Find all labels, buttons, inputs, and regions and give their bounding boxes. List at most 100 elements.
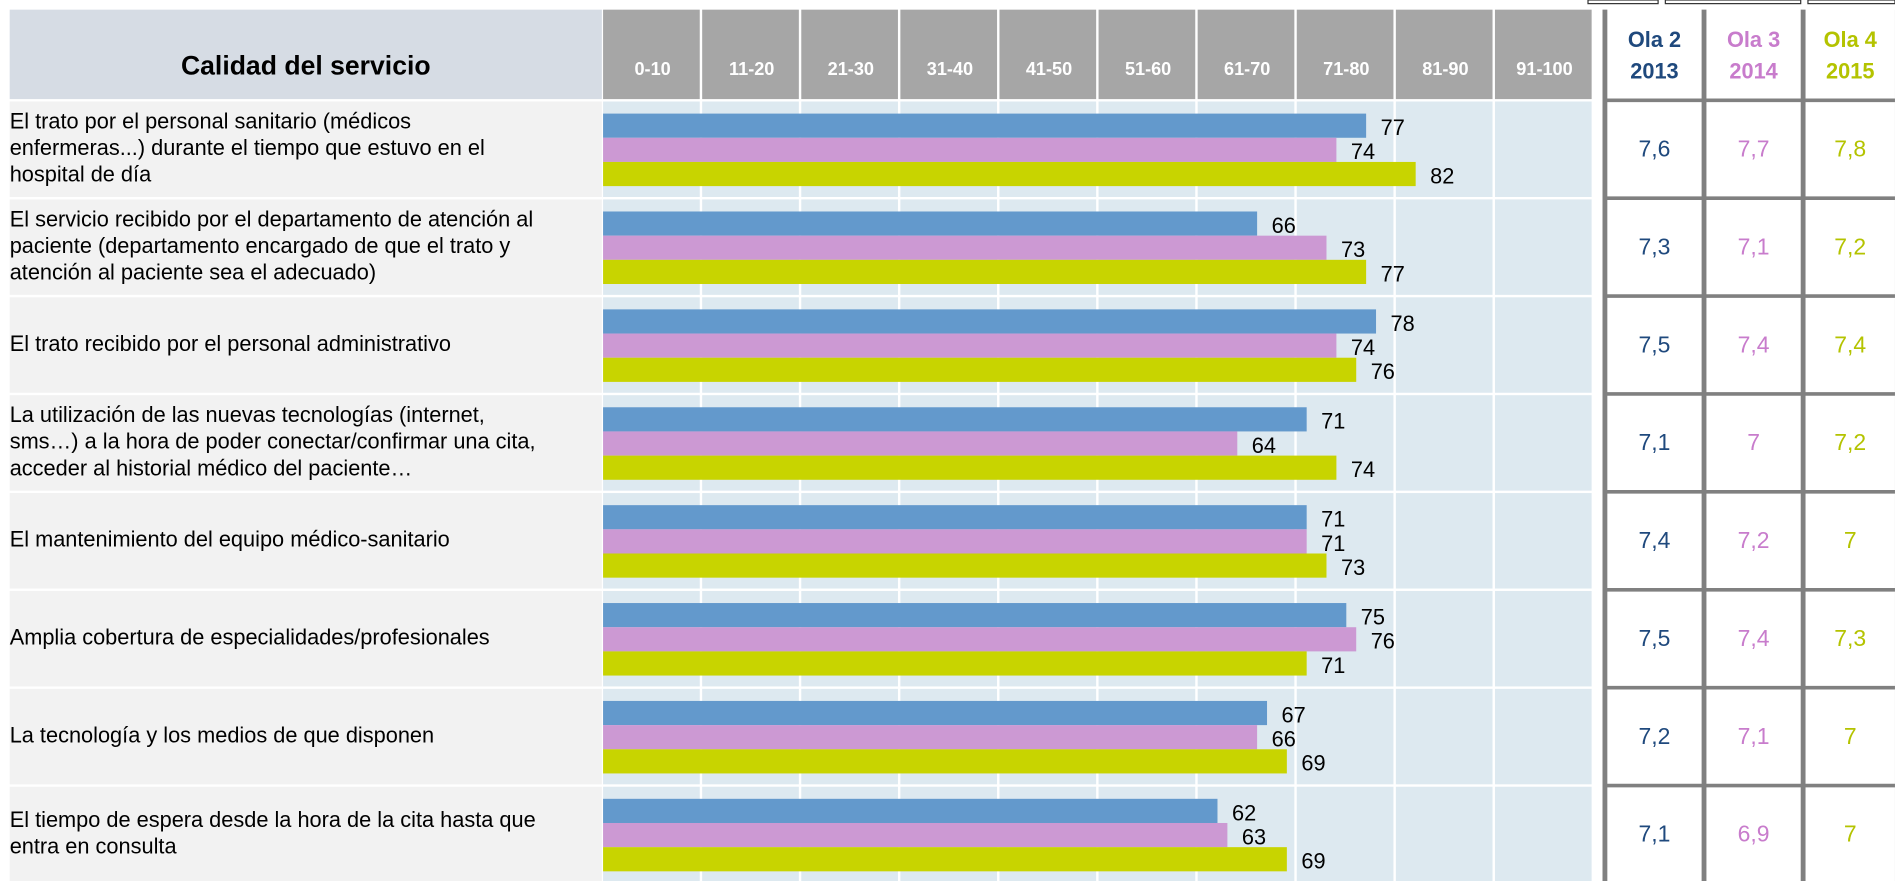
row-label-cell [9, 101, 602, 197]
band-header [1296, 9, 1394, 100]
bar [603, 749, 1287, 774]
band-label: 61-70 [1224, 59, 1270, 79]
title-cell [9, 9, 602, 100]
band-label: 51-60 [1125, 59, 1171, 79]
bar [603, 211, 1258, 236]
table-value: 7 [1844, 723, 1857, 749]
table-value: 7,8 [1834, 136, 1866, 162]
table-value: 7,7 [1738, 136, 1770, 162]
bar [603, 161, 1416, 187]
table-value: 7,1 [1738, 723, 1770, 749]
value-label: 77 [1381, 115, 1405, 140]
row-label-cell [9, 297, 602, 393]
category-label: La utilización de las nuevas tecnologías… [10, 402, 485, 427]
category-label: acceder al historial médico del paciente… [10, 455, 413, 480]
table-value: 7,4 [1738, 331, 1770, 357]
table-header-wave: Ola 4 [1824, 27, 1877, 52]
value-label: 71 [1321, 531, 1345, 556]
band-header [900, 9, 998, 100]
band-label: 71-80 [1323, 59, 1369, 79]
table-value: 7,2 [1639, 723, 1671, 749]
value-label: 76 [1371, 359, 1395, 384]
table-header-wave: Ola 2 [1628, 27, 1681, 52]
category-label: sms…) a la hora de poder conectar/confir… [10, 429, 536, 454]
table-value: 7,6 [1639, 136, 1671, 162]
bar [603, 113, 1367, 138]
bar [603, 822, 1228, 848]
value-label: 69 [1301, 751, 1325, 776]
table-value: 7,4 [1738, 625, 1770, 651]
value-label: 66 [1272, 727, 1296, 752]
bar [603, 357, 1357, 382]
band-cell [1494, 199, 1592, 295]
table-value: 7,5 [1639, 331, 1671, 357]
table-value: 7 [1844, 527, 1857, 553]
table-value: 7 [1844, 821, 1857, 847]
table-value: 7,5 [1639, 625, 1671, 651]
row-label-cell [9, 786, 602, 881]
band-cell [1395, 590, 1493, 687]
bar [603, 407, 1307, 432]
bar [603, 529, 1307, 554]
value-label: 74 [1351, 335, 1375, 360]
band-header [1395, 9, 1493, 100]
value-label: 78 [1391, 311, 1415, 336]
bar [603, 431, 1238, 456]
category-label: atención al paciente sea el adecuado) [10, 259, 376, 284]
value-label: 73 [1341, 237, 1365, 262]
band-label: 91-100 [1516, 59, 1572, 79]
value-label: 71 [1321, 409, 1345, 434]
bar [603, 455, 1337, 480]
value-label: 71 [1321, 653, 1345, 678]
table-value: 6,9 [1738, 821, 1770, 847]
bar [603, 333, 1337, 358]
table-value: 7,2 [1834, 233, 1866, 259]
value-label: 66 [1272, 213, 1296, 238]
band-cell [1395, 199, 1493, 295]
table-value: 7,4 [1834, 331, 1866, 357]
category-label: El trato recibido por el personal admini… [10, 331, 451, 356]
band-header [1197, 9, 1295, 100]
value-label: 75 [1361, 605, 1385, 630]
table-value: 7,4 [1639, 527, 1671, 553]
table-header-year: 2014 [1729, 58, 1777, 83]
table-header-cell [1604, 9, 1705, 100]
band-header [702, 9, 799, 100]
bar [603, 651, 1307, 676]
bar [603, 505, 1307, 530]
bar [603, 259, 1367, 284]
value-label: 63 [1242, 824, 1266, 849]
band-header [603, 9, 700, 100]
bar [603, 137, 1337, 162]
row-label-cell [9, 199, 602, 295]
band-cell [1395, 297, 1493, 393]
table-header-year: 2015 [1826, 58, 1874, 83]
value-label: 69 [1301, 849, 1325, 874]
bar [603, 847, 1287, 872]
value-label: 67 [1282, 702, 1306, 727]
value-label: 77 [1381, 261, 1405, 286]
table-header-cell [1704, 9, 1804, 100]
table-value: 7 [1747, 429, 1760, 455]
band-cell [1395, 786, 1493, 881]
band-label: 81-90 [1422, 59, 1468, 79]
category-label: enfermeras...) durante el tiempo que est… [10, 135, 485, 160]
row-label-cell [9, 590, 602, 687]
bar [603, 798, 1218, 823]
category-label: El servicio recibido por el departamento… [10, 206, 534, 231]
band-label: 41-50 [1026, 59, 1072, 79]
band-cell [1395, 493, 1493, 589]
row-label-cell [9, 688, 602, 785]
value-label: 74 [1351, 457, 1375, 482]
table-header-cell [1803, 9, 1895, 100]
band-cell [1494, 493, 1592, 589]
bar [603, 603, 1347, 628]
row-label-cell [9, 493, 602, 589]
value-label: 73 [1341, 555, 1365, 580]
value-label: 71 [1321, 507, 1345, 532]
category-label: La tecnología y los medios de que dispon… [10, 722, 434, 747]
band-header [1098, 9, 1196, 100]
table-value: 7,1 [1738, 233, 1770, 259]
category-label: El trato por el personal sanitario (médi… [10, 108, 411, 133]
value-label: 74 [1351, 139, 1375, 164]
